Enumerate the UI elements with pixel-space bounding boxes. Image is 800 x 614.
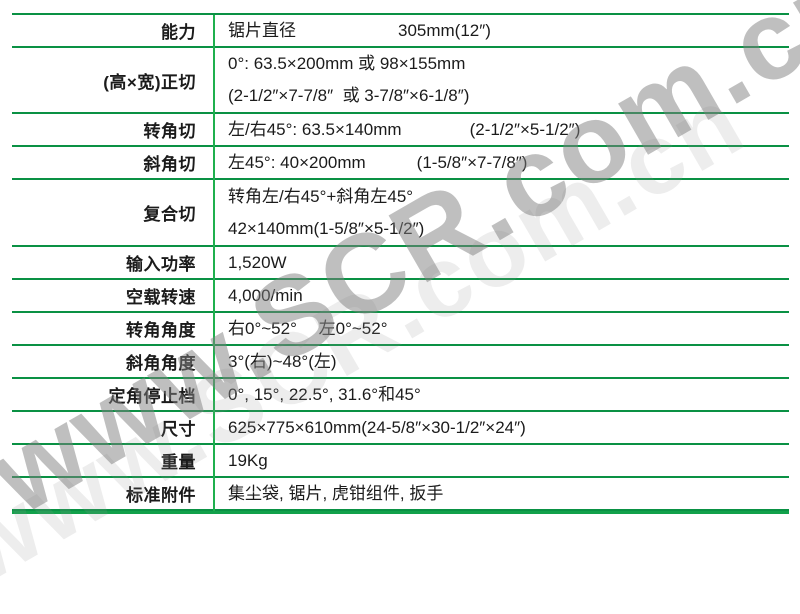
table-row: 空载转速 4,000/min xyxy=(12,280,789,313)
spec-value-line: 3°(右)~48°(左) xyxy=(228,351,337,371)
table-row: 复合切 转角左/右45°+斜角左45° 42×140mm(1-5/8″×5-1/… xyxy=(12,180,789,247)
table-row: (高×宽)正切 0°: 63.5×200mm 或 98×155mm (2-1/2… xyxy=(12,48,789,114)
spec-value-line: 4,000/min xyxy=(228,285,303,305)
spec-value: 集尘袋, 锯片, 虎钳组件, 扳手 xyxy=(213,478,789,510)
spec-value-line: 右0°~52° 左0°~52° xyxy=(228,318,388,338)
table-row: 能力 锯片直径 305mm(12″) xyxy=(12,15,789,48)
spec-value-line: 1,520W xyxy=(228,252,287,272)
spec-value: 625×775×610mm(24-5/8″×30-1/2″×24″) xyxy=(213,412,789,444)
spec-value-line: 42×140mm(1-5/8″×5-1/2″) xyxy=(228,218,425,238)
spec-value-line: 锯片直径 305mm(12″) xyxy=(228,20,491,40)
table-row: 定角停止档 0°, 15°, 22.5°, 31.6°和45° xyxy=(12,379,789,412)
spec-label: 斜角角度 xyxy=(126,354,196,373)
table-row: 标准附件 集尘袋, 锯片, 虎钳组件, 扳手 xyxy=(12,478,789,511)
spec-value: 左45°: 40×200mm (1-5/8″×7-7/8″) xyxy=(213,147,789,179)
spec-label: 尺寸 xyxy=(161,420,196,439)
spec-value-line: (2-1/2″×7-7/8″ 或 3-7/8″×6-1/8″) xyxy=(228,86,470,105)
spec-label: 重量 xyxy=(161,453,196,472)
spec-table: 能力 锯片直径 305mm(12″) (高×宽)正切 0°: 63.5×200m… xyxy=(12,13,789,514)
spec-value: 锯片直径 305mm(12″) xyxy=(213,15,789,47)
spec-label: 斜角切 xyxy=(143,155,196,174)
table-row: 转角切 左/右45°: 63.5×140mm (2-1/2″×5-1/2″) xyxy=(12,114,789,147)
spec-value: 转角左/右45°+斜角左45° 42×140mm(1-5/8″×5-1/2″) xyxy=(213,181,789,245)
spec-value: 19Kg xyxy=(213,445,789,477)
spec-label: 转角切 xyxy=(143,122,196,141)
spec-label: 转角角度 xyxy=(126,321,196,340)
spec-label: 空载转速 xyxy=(126,288,196,307)
table-row: 转角角度 右0°~52° 左0°~52° xyxy=(12,313,789,346)
spec-label: 标准附件 xyxy=(126,486,196,505)
spec-label: 输入功率 xyxy=(126,255,196,274)
spec-value: 右0°~52° 左0°~52° xyxy=(213,313,789,345)
spec-value-line: 左45°: 40×200mm (1-5/8″×7-7/8″) xyxy=(228,152,528,172)
table-row: 重量 19Kg xyxy=(12,445,789,478)
table-row: 输入功率 1,520W xyxy=(12,247,789,280)
spec-value: 3°(右)~48°(左) xyxy=(213,346,789,378)
spec-value: 0°, 15°, 22.5°, 31.6°和45° xyxy=(213,379,789,411)
spec-value-line: 0°, 15°, 22.5°, 31.6°和45° xyxy=(228,384,421,404)
spec-value-line: 集尘袋, 锯片, 虎钳组件, 扳手 xyxy=(228,483,444,503)
table-row: 斜角角度 3°(右)~48°(左) xyxy=(12,346,789,379)
spec-value-line: 19Kg xyxy=(228,450,268,470)
spec-label: 复合切 xyxy=(143,205,196,224)
spec-value-line: 625×775×610mm(24-5/8″×30-1/2″×24″) xyxy=(228,417,526,437)
table-row: 斜角切 左45°: 40×200mm (1-5/8″×7-7/8″) xyxy=(12,147,789,180)
spec-label: 定角停止档 xyxy=(108,387,196,406)
spec-value-line: 左/右45°: 63.5×140mm (2-1/2″×5-1/2″) xyxy=(228,119,581,139)
spec-value-line: 0°: 63.5×200mm 或 98×155mm xyxy=(228,54,466,73)
table-row: 尺寸 625×775×610mm(24-5/8″×30-1/2″×24″) xyxy=(12,412,789,445)
spec-value: 左/右45°: 63.5×140mm (2-1/2″×5-1/2″) xyxy=(213,114,789,146)
column-divider xyxy=(213,15,215,511)
spec-label: 能力 xyxy=(161,23,196,42)
spec-label: (高×宽)正切 xyxy=(103,72,196,92)
spec-value-line: 转角左/右45°+斜角左45° xyxy=(228,186,414,206)
spec-value: 4,000/min xyxy=(213,280,789,312)
spec-value: 1,520W xyxy=(213,247,789,279)
spec-value: 0°: 63.5×200mm 或 98×155mm (2-1/2″×7-7/8″… xyxy=(213,48,789,112)
